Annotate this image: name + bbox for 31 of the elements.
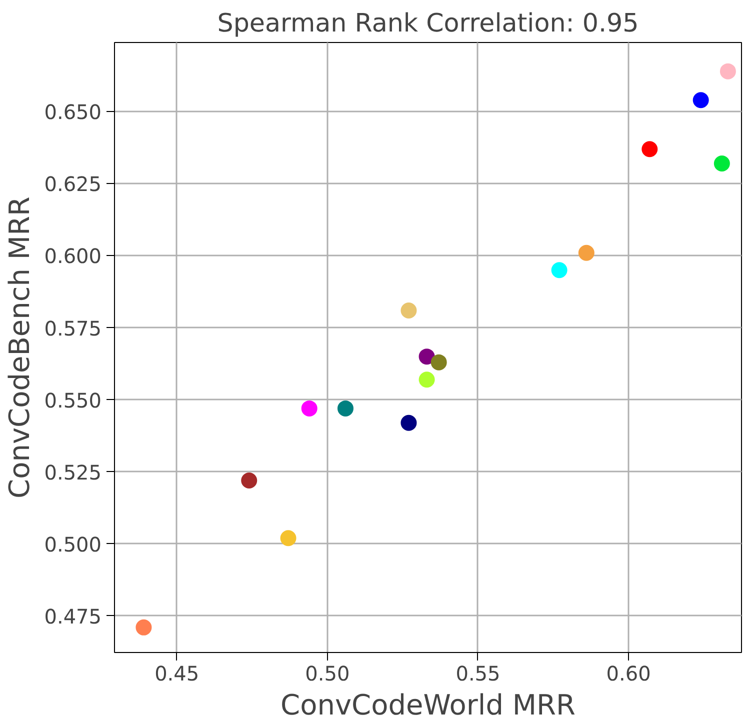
x-tick-label: 0.45 — [154, 662, 200, 686]
point — [642, 141, 658, 158]
point — [578, 244, 594, 261]
y-axis-title: ConvCodeBench MRR — [3, 196, 36, 498]
point — [551, 262, 568, 278]
x-tick-label: 0.50 — [305, 662, 350, 686]
y-tick-label: 0.475 — [44, 604, 102, 628]
point — [280, 530, 296, 546]
point — [714, 156, 730, 172]
x-tick-label: 0.55 — [456, 662, 500, 686]
chart-title: Spearman Rank Correlation: 0.95 — [217, 8, 639, 38]
y-tick-label: 0.650 — [44, 100, 102, 124]
point — [418, 348, 435, 365]
y-tick-label: 0.500 — [44, 532, 102, 556]
y-tick-label: 0.600 — [44, 244, 102, 268]
point — [136, 619, 152, 636]
point — [400, 302, 417, 318]
y-tick-label: 0.575 — [44, 316, 102, 340]
point — [337, 400, 354, 416]
x-axis-title: ConvCodeWorld MRR — [280, 688, 576, 722]
y-tick-label: 0.550 — [44, 388, 102, 412]
point — [692, 92, 709, 108]
point — [430, 354, 447, 370]
x-tick-label: 0.60 — [606, 662, 651, 686]
y-tick-label: 0.525 — [44, 460, 102, 484]
point — [720, 63, 736, 80]
y-tick-label: 0.625 — [44, 172, 102, 196]
point — [418, 372, 435, 388]
point — [400, 414, 417, 431]
point — [301, 400, 318, 416]
point — [241, 472, 258, 488]
